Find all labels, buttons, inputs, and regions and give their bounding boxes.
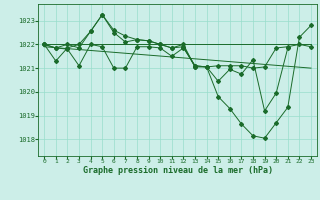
X-axis label: Graphe pression niveau de la mer (hPa): Graphe pression niveau de la mer (hPa) — [83, 166, 273, 175]
